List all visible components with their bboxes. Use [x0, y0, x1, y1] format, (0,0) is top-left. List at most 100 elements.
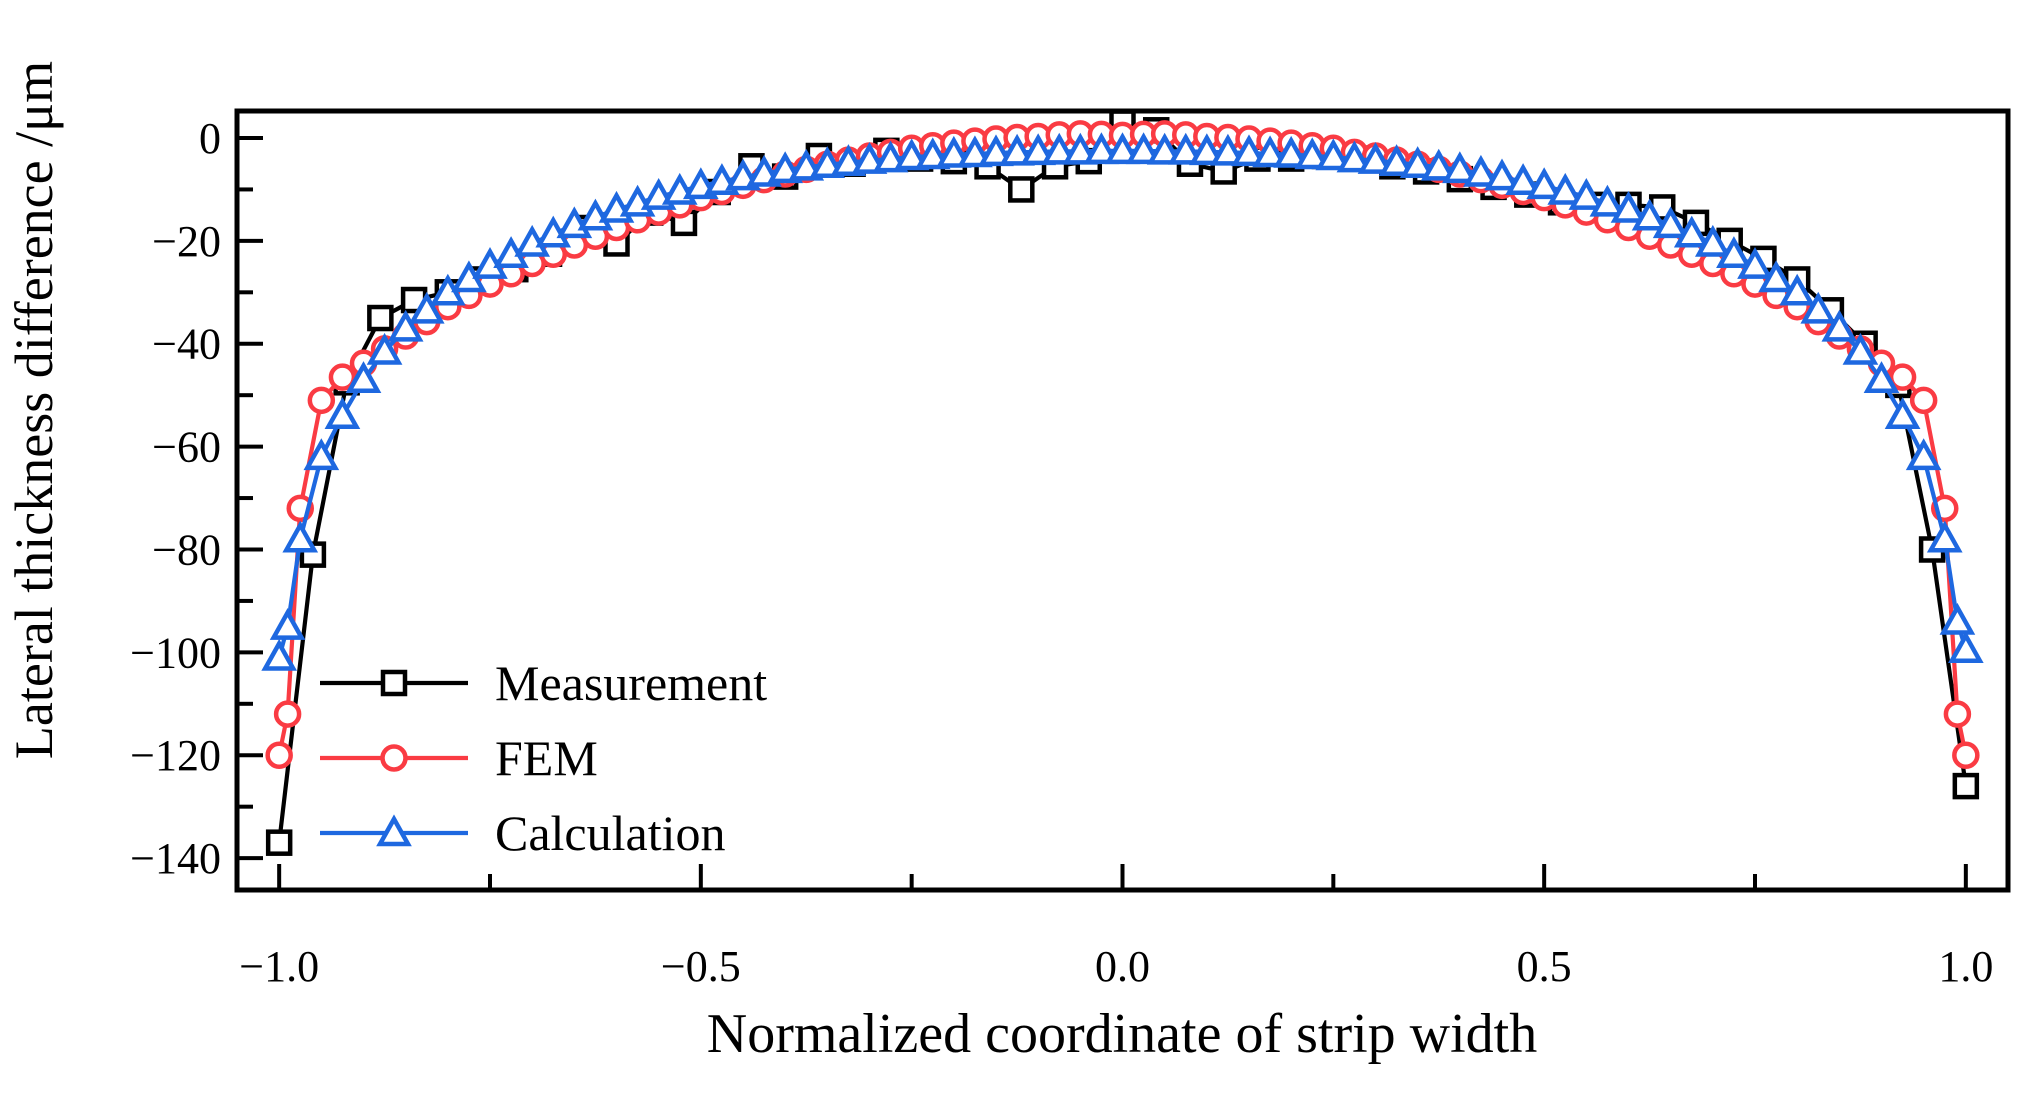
triangle-marker — [324, 397, 361, 430]
triangle-marker — [1231, 134, 1267, 167]
triangle-marker — [1737, 246, 1773, 279]
x-tick-label: 0.0 — [1095, 942, 1150, 991]
legend-triangle-marker — [376, 814, 412, 847]
series-calculation — [261, 132, 1984, 671]
triangle-marker — [261, 638, 298, 671]
circle-marker — [1943, 700, 1972, 728]
triangle-marker — [999, 133, 1035, 166]
triangle-marker — [1020, 133, 1057, 166]
triangle-marker — [1939, 602, 1976, 635]
triangle-marker — [1631, 198, 1668, 231]
y-tick-label: −80 — [152, 525, 221, 574]
legend-square-marker — [380, 669, 408, 697]
square-marker — [265, 829, 293, 856]
triangle-marker — [1188, 133, 1225, 166]
triangle-marker — [1125, 132, 1162, 165]
triangle-marker — [1505, 163, 1541, 195]
circle-marker — [265, 741, 293, 769]
triangle-marker — [1294, 137, 1331, 170]
circle-marker — [1909, 386, 1938, 415]
triangle-marker — [1758, 260, 1794, 293]
triangle-marker — [1252, 135, 1288, 168]
triangle-marker — [1336, 140, 1373, 173]
triangle-marker — [893, 138, 930, 171]
legend-label-fem: FEM — [495, 730, 598, 786]
circle-marker — [307, 386, 336, 415]
triangle-marker — [1378, 144, 1415, 176]
legend: Measurement FEM Calculation — [320, 655, 767, 861]
triangle-marker — [1947, 631, 1984, 664]
triangle-marker — [1420, 148, 1457, 181]
triangle-marker — [1526, 167, 1563, 200]
square-marker — [1008, 176, 1035, 203]
triangle-marker — [269, 608, 306, 640]
triangle-marker — [282, 520, 319, 553]
triangle-marker — [1673, 215, 1710, 248]
square-marker — [1952, 772, 1980, 800]
triangle-marker — [1273, 135, 1310, 168]
legend-circle-marker — [380, 744, 408, 772]
y-tick-label: 0 — [199, 114, 221, 163]
triangle-marker — [1441, 151, 1478, 184]
triangle-marker — [1547, 172, 1584, 205]
triangle-marker — [1484, 158, 1520, 191]
triangle-marker — [1779, 273, 1816, 306]
legend-item-fem: FEM — [320, 730, 598, 786]
triangle-marker — [1926, 520, 1963, 553]
axis-ticks: −1.0 −0.5 0.0 0.5 1.0 0 −20 −40 −60 −80 −100 −120 −1… — [130, 114, 1993, 991]
square-marker — [367, 304, 394, 332]
y-tick-label: −20 — [152, 217, 221, 266]
triangle-marker — [1842, 332, 1879, 365]
triangle-marker — [914, 137, 951, 170]
x-tick-label: −0.5 — [661, 942, 741, 991]
triangle-marker — [1863, 361, 1900, 394]
triangle-marker — [1905, 438, 1942, 471]
y-tick-label: −60 — [152, 423, 221, 472]
circle-marker — [273, 700, 302, 728]
triangle-marker — [1210, 133, 1246, 166]
triangle-marker — [957, 135, 993, 168]
triangle-marker — [303, 438, 340, 471]
triangle-marker — [1652, 206, 1689, 239]
circle-marker — [328, 363, 357, 391]
triangle-marker — [1167, 132, 1204, 165]
triangle-marker — [935, 135, 972, 168]
triangle-marker — [1083, 132, 1120, 165]
triangle-marker — [1062, 132, 1099, 165]
x-tick-label: 0.5 — [1517, 942, 1572, 991]
triangle-marker — [1104, 132, 1141, 165]
triangle-marker — [1694, 224, 1731, 257]
triangle-marker — [978, 134, 1014, 167]
x-axis-title: Normalized coordinate of strip width — [707, 1003, 1537, 1065]
triangle-marker — [387, 309, 424, 342]
triangle-marker — [1716, 236, 1752, 269]
triangle-marker — [366, 332, 403, 365]
y-tick-label: −140 — [130, 834, 221, 883]
y-tick-label: −40 — [152, 320, 221, 369]
circle-marker — [1952, 741, 1980, 769]
y-axis-title: Lateral thickness difference /μm — [4, 61, 64, 759]
triangle-marker — [1399, 146, 1436, 179]
y-tick-label: −120 — [130, 731, 221, 780]
legend-item-measurement: Measurement — [320, 655, 767, 711]
legend-label-calculation: Calculation — [495, 805, 726, 861]
triangle-marker — [1610, 190, 1647, 223]
triangle-marker — [1463, 154, 1499, 187]
data-series — [261, 109, 1984, 856]
y-tick-label: −100 — [130, 628, 221, 677]
circle-marker — [1888, 363, 1917, 391]
triangle-marker — [1146, 132, 1183, 165]
triangle-marker — [345, 361, 382, 394]
triangle-marker — [1568, 178, 1605, 210]
triangle-marker — [1589, 184, 1626, 217]
triangle-marker — [1800, 291, 1837, 324]
plot-frame — [234, 108, 2011, 893]
triangle-marker — [1357, 142, 1394, 174]
triangle-marker — [1041, 132, 1078, 165]
triangle-marker — [1884, 397, 1921, 430]
triangle-marker — [1315, 138, 1352, 171]
x-tick-label: 1.0 — [1938, 942, 1993, 991]
triangle-marker — [1821, 309, 1858, 342]
